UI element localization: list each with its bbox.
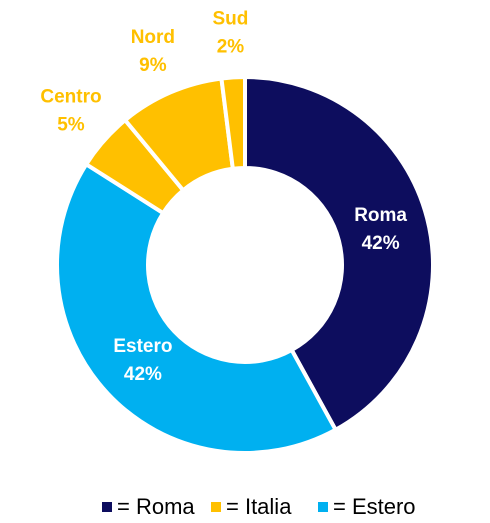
donut-slice	[55, 161, 339, 455]
slice-value: 42%	[362, 233, 400, 254]
slice-value: 42%	[124, 364, 162, 385]
slice-name: Estero	[113, 336, 172, 357]
legend-swatch	[211, 502, 221, 512]
slice-name: Roma	[354, 205, 407, 226]
slice-value: 5%	[57, 115, 85, 136]
donut-slice	[219, 74, 247, 171]
slice-name: Nord	[131, 27, 175, 48]
slice-value: 9%	[139, 55, 167, 76]
slice-name: Sud	[212, 8, 248, 29]
legend-swatch	[102, 502, 112, 512]
donut-slice	[243, 74, 435, 433]
legend-label: = Roma	[117, 494, 195, 519]
slice-value: 2%	[217, 36, 245, 57]
slice-name: Centro	[40, 87, 101, 108]
legend-label: = Estero	[333, 494, 416, 519]
legend-swatch	[318, 502, 328, 512]
legend-label: = Italia	[226, 494, 292, 519]
